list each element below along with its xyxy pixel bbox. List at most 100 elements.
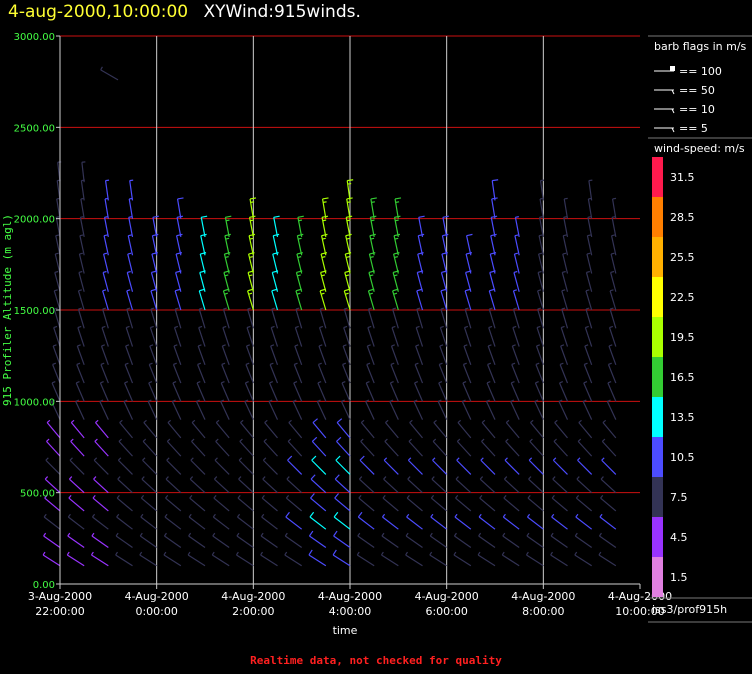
y-tick-label: 500.00 [20,489,55,500]
barb-half-feather [75,399,80,403]
wind-barb [100,66,119,81]
wind-barb [333,511,351,530]
barb-half-feather [360,438,364,442]
wind-barb [489,252,497,274]
barb-half-feather [123,399,128,403]
barb-staff [491,180,496,201]
barb-half-feather [602,419,607,424]
barb-half-feather [371,201,376,203]
wind-barb [536,325,544,347]
barb-half-feather [92,495,96,499]
barb-staff [124,382,134,402]
wind-barb [341,399,351,420]
barb-staff [409,422,423,439]
wind-barb [80,179,85,201]
wind-barb [247,288,254,311]
barb-half-feather [66,551,70,556]
x-tick-time: 8:00:00 [522,605,564,618]
barb-half-feather [575,513,579,518]
barb-staff [296,253,303,274]
barb-half-feather [513,307,517,310]
wind-barb [486,381,496,402]
barb-half-feather [140,495,145,499]
barb-staff [212,516,230,530]
wind-barb [53,289,61,311]
barb-staff [599,535,617,548]
barb-staff [534,401,544,420]
barb-staff [139,554,157,567]
wind-barb [222,288,230,311]
barb-half-feather [101,325,106,329]
barb-feather [394,197,402,200]
wind-barb [151,233,159,256]
barb-half-feather [150,307,155,310]
barb-staff [574,535,593,548]
barb-staff [167,422,182,439]
barb-half-feather [188,532,192,537]
barb-half-feather [52,362,57,366]
barb-staff [384,440,399,457]
barb-staff [284,554,302,567]
barb-half-feather [285,495,290,499]
barb-feather [490,252,497,255]
barb-staff [369,217,375,238]
barb-staff [237,516,254,530]
y-tick-label: 2500.00 [14,123,55,134]
barb-half-feather [383,476,387,480]
barb-staff [511,345,520,366]
barb-staff [238,478,254,494]
barb-feather [393,252,400,255]
barb-half-feather [173,362,177,366]
barb-staff [92,497,109,512]
barb-staff [577,459,593,475]
wind-barb [125,325,134,347]
wind-barb [284,551,302,567]
barb-half-feather [238,457,243,461]
wind-barb [512,307,520,329]
wind-barb [238,457,254,475]
barb-staff [490,217,496,238]
barb-feather [320,252,328,255]
barb-half-feather [263,438,267,442]
wind-barb [143,419,158,439]
barb-feather [297,215,304,218]
barb-half-feather [127,270,131,274]
barb-staff [91,535,109,548]
barb-staff [611,217,617,238]
barb-staff [320,272,327,292]
barb-half-feather [391,344,395,347]
barb-half-feather [610,252,615,255]
barb-staff [316,401,327,420]
barb-half-feather [600,476,604,480]
barb-staff [51,401,61,420]
barb-half-feather [391,325,396,329]
barb-staff [439,345,448,366]
barb-staff [191,440,206,457]
barb-half-feather [514,234,519,237]
barb-half-feather [46,438,50,442]
wind-barb [294,344,303,366]
wind-barb [308,549,327,567]
wind-barb [586,252,593,274]
barb-half-feather [296,292,301,295]
wind-barb [587,197,593,219]
barb-staff [270,345,279,366]
barb-half-feather [453,551,457,556]
barb-staff [273,217,279,238]
barb-staff [104,180,109,201]
barb-half-feather [600,495,604,499]
barb-half-feather [576,476,580,480]
barb-staff [262,459,278,475]
barb-staff [245,345,254,366]
wind-barb [503,476,520,494]
barb-half-feather [117,476,121,480]
barb-staff [429,554,447,567]
barb-staff [100,345,109,366]
wind-barb [587,216,593,238]
barb-feather [369,252,376,255]
barb-half-feather [511,381,515,384]
barb-staff [488,308,496,329]
wind-barb [514,234,520,256]
wind-barb [140,513,158,530]
y-tick-label: 2000.00 [14,215,55,226]
